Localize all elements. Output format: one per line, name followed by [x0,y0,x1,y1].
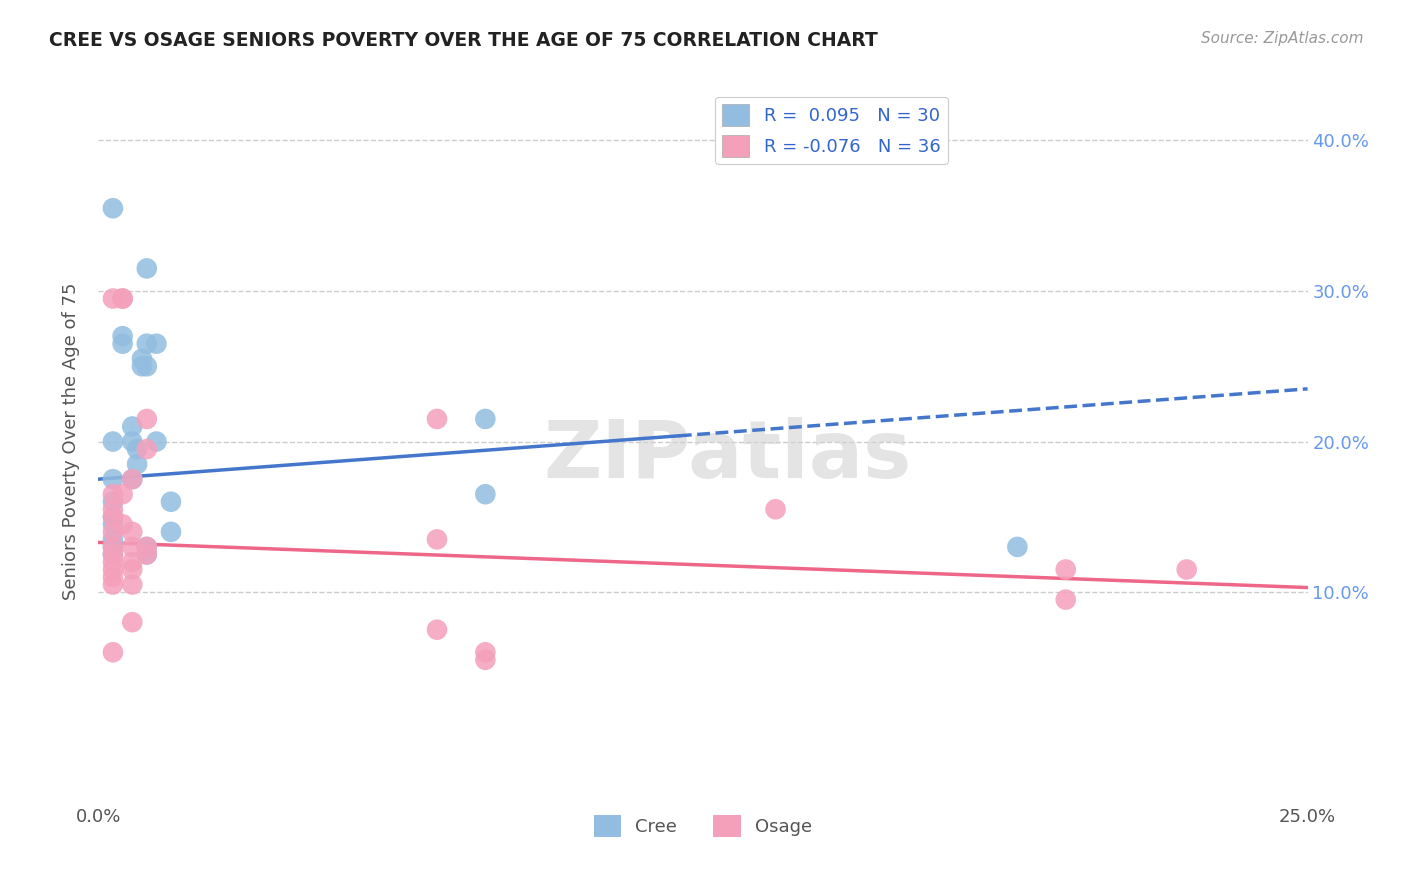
Point [101,548,124,562]
Point [135,540,157,554]
Point [135,548,157,562]
Point [474,487,496,501]
Point [101,533,124,547]
Point [101,201,124,215]
Point [101,540,124,554]
Point [131,359,153,374]
Point [1007,540,1029,554]
Point [101,487,124,501]
Point [101,562,124,576]
Point [426,533,449,547]
Point [474,645,496,659]
Point [135,412,157,426]
Point [101,509,124,524]
Point [111,517,134,532]
Point [101,292,124,306]
Point [1054,592,1077,607]
Point [474,653,496,667]
Point [101,577,124,591]
Point [135,442,157,456]
Point [426,623,449,637]
Point [135,336,157,351]
Point [121,472,143,486]
Point [121,562,143,576]
Point [121,577,143,591]
Point [127,457,149,471]
Point [127,442,149,456]
Text: CREE VS OSAGE SENIORS POVERTY OVER THE AGE OF 75 CORRELATION CHART: CREE VS OSAGE SENIORS POVERTY OVER THE A… [49,31,877,50]
Point [101,540,124,554]
Point [111,336,134,351]
Point [101,509,124,524]
Point [101,555,124,569]
Point [160,524,183,539]
Point [160,494,183,508]
Point [145,336,167,351]
Point [121,615,143,630]
Point [135,548,157,562]
Point [101,570,124,584]
Point [121,524,143,539]
Point [121,434,143,449]
Text: Source: ZipAtlas.com: Source: ZipAtlas.com [1201,31,1364,46]
Point [474,412,496,426]
Point [426,412,449,426]
Point [101,434,124,449]
Point [111,487,134,501]
Point [121,540,143,554]
Point [111,292,134,306]
Point [121,419,143,434]
Point [145,434,167,449]
Point [101,548,124,562]
Point [135,261,157,276]
Point [121,555,143,569]
Point [121,472,143,486]
Legend: Cree, Osage: Cree, Osage [586,808,820,845]
Point [1175,562,1198,576]
Point [131,351,153,366]
Point [101,494,124,508]
Point [135,540,157,554]
Point [1054,562,1077,576]
Point [111,292,134,306]
Point [101,502,124,516]
Point [101,517,124,532]
Point [135,359,157,374]
Point [101,472,124,486]
Text: ZIPatlas: ZIPatlas [543,417,911,495]
Point [101,645,124,659]
Point [111,329,134,343]
Point [765,502,787,516]
Point [101,524,124,539]
Y-axis label: Seniors Poverty Over the Age of 75: Seniors Poverty Over the Age of 75 [62,283,80,600]
